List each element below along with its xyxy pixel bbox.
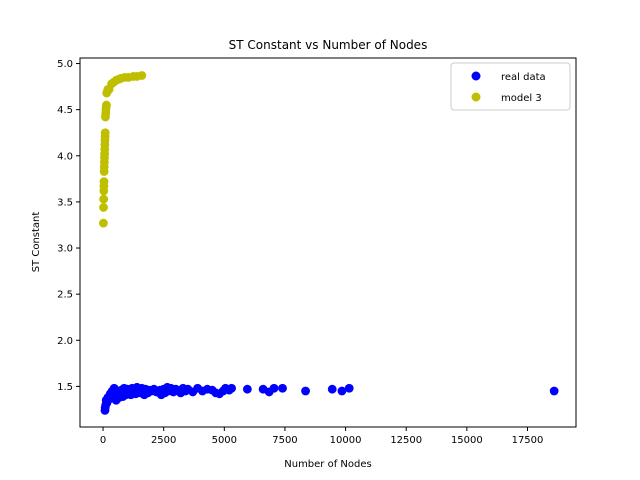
x-tick-label: 2500 (151, 435, 176, 446)
legend: real data model 3 (450, 62, 571, 111)
y-tick-label: 3.0 (57, 244, 73, 255)
series-1-point-0 (99, 218, 108, 228)
series-0-point-77 (337, 386, 347, 396)
legend-marker-model-3 (471, 92, 481, 102)
x-tick-label: 5000 (212, 435, 237, 446)
x-tick-label: 7500 (272, 435, 297, 446)
series-1-point-34 (137, 71, 147, 80)
x-tick-label: 0 (100, 435, 106, 446)
y-axis-label: ST Constant (31, 212, 42, 273)
y-tick-label: 2.5 (57, 290, 73, 301)
series-0-point-76 (327, 384, 337, 394)
series-1-point-1 (99, 203, 108, 212)
legend-label-real-data: real data (501, 72, 546, 83)
series-1-point-5 (99, 177, 109, 187)
series-1-point-20 (102, 100, 111, 110)
x-tick-label: 12500 (390, 435, 422, 446)
y-tick-label: 4.5 (57, 105, 73, 116)
x-tick-label: 15000 (451, 435, 483, 446)
series-1-point-2 (99, 194, 109, 204)
y-tick-label: 2.0 (57, 336, 73, 347)
series-0-point-75 (301, 386, 310, 396)
series-0-point-69 (227, 383, 236, 393)
y-axis: 1.5 2.0 2.5 3.0 3.5 4.0 4.5 5.0 (57, 59, 80, 393)
series-0-point-78 (344, 383, 354, 393)
series-0-point-79 (549, 386, 559, 396)
y-tick-label: 3.5 (57, 197, 73, 208)
legend-marker-real-data (471, 71, 481, 81)
plot-frame (79, 57, 577, 428)
x-axis: 0 2500 5000 7500 10000 12500 15000 17500 (100, 427, 544, 446)
series-0-point-70 (242, 384, 252, 394)
y-tick-label: 5.0 (57, 59, 73, 70)
series-0-point-73 (269, 383, 279, 393)
y-tick-label: 4.0 (57, 151, 73, 162)
plot-marks (99, 71, 559, 415)
series-1-point-15 (100, 128, 110, 138)
legend-label-model-3: model 3 (501, 93, 542, 104)
series-0-point-74 (278, 383, 287, 393)
x-axis-label: Number of Nodes (284, 459, 371, 470)
chart-title: ST Constant vs Number of Nodes (229, 38, 428, 52)
x-tick-label: 10000 (330, 435, 362, 446)
y-tick-label: 1.5 (57, 382, 73, 393)
series-0 (100, 382, 559, 415)
x-tick-label: 17500 (512, 435, 544, 446)
legend-box (450, 62, 571, 111)
series-1 (99, 71, 147, 228)
